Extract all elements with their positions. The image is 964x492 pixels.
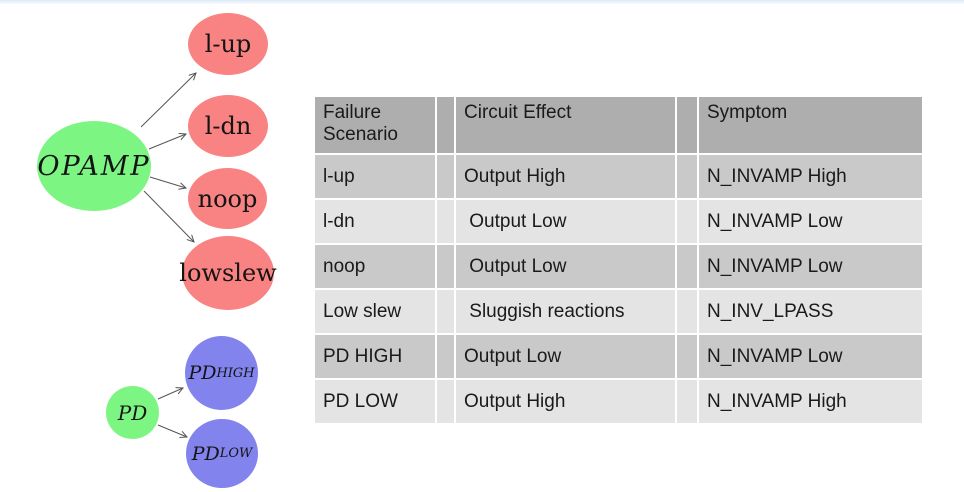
cell-circuit-effect: Output Low: [464, 345, 562, 367]
node-l-up: l-up: [188, 13, 268, 75]
cell-spacer: [677, 155, 697, 198]
pd-high-label-subscript: HIGH: [216, 365, 255, 381]
cell-circuit-effect: Output High: [464, 165, 566, 187]
cell-spacer: [437, 335, 454, 378]
cell-spacer: [437, 155, 454, 198]
node-pd-high: PD HIGH: [185, 336, 258, 410]
cell-spacer: [437, 380, 454, 423]
arrow-opamp-to-l-dn: [148, 134, 186, 150]
table-row: PD HIGH Output Low N_INVAMP Low: [315, 335, 922, 378]
top-strip: [0, 0, 964, 4]
node-pd-low: PD LOW: [186, 419, 258, 488]
cell-circuit-effect: Output Low: [464, 210, 567, 232]
table-row: PD LOW Output High N_INVAMP High: [315, 380, 922, 423]
cell-failure-scenario: noop: [323, 255, 366, 277]
cell-symptom: N_INVAMP High: [707, 165, 847, 187]
pd-low-label-subscript: LOW: [219, 446, 253, 461]
node-opamp: OPAMP: [37, 121, 151, 211]
failure-scenario-table: Failure Scenario Circuit Effect Symptom …: [313, 95, 924, 425]
node-lowslew: lowslew: [179, 236, 277, 310]
cell-circuit-effect: Output High: [464, 390, 566, 412]
table-row: Low slew Sluggish reactions N_INV_LPASS: [315, 290, 922, 333]
arrow-opamp-to-noop: [149, 176, 186, 188]
cell-symptom: N_INVAMP High: [707, 390, 847, 412]
header-spacer-2: [677, 97, 697, 153]
cell-spacer: [437, 245, 454, 288]
table-header-row: Failure Scenario Circuit Effect Symptom: [315, 97, 922, 153]
node-noop: noop: [188, 168, 267, 229]
cell-circuit-effect: Sluggish reactions: [464, 300, 625, 322]
arrow-opamp-to-l-up: [140, 73, 196, 128]
header-circuit-effect: Circuit Effect: [456, 97, 675, 153]
cell-symptom: N_INVAMP Low: [707, 345, 843, 367]
header-symptom: Symptom: [699, 97, 922, 153]
cell-failure-scenario: PD LOW: [323, 390, 398, 412]
pd-high-label-base: PD: [188, 362, 217, 384]
cell-spacer: [677, 380, 697, 423]
arrow-pd-to-pd-low: [157, 424, 187, 437]
header-failure-scenario: Failure Scenario: [315, 97, 435, 153]
cell-symptom: N_INVAMP Low: [707, 210, 843, 232]
tree-arrows: [140, 0, 330, 492]
pd-low-label-base: PD: [191, 442, 220, 465]
cell-spacer: [677, 245, 697, 288]
cell-failure-scenario: Low slew: [323, 300, 402, 322]
table-row: l-up Output High N_INVAMP High: [315, 155, 922, 198]
cell-spacer: [437, 200, 454, 243]
arrow-opamp-to-lowslew: [143, 190, 194, 242]
cell-spacer: [437, 290, 454, 333]
table-row: noop Output Low N_INVAMP Low: [315, 245, 922, 288]
cell-symptom: N_INV_LPASS: [707, 300, 834, 322]
cell-failure-scenario: PD HIGH: [323, 345, 403, 367]
cell-spacer: [677, 200, 697, 243]
cell-spacer: [677, 290, 697, 333]
cell-spacer: [677, 335, 697, 378]
arrow-pd-to-pd-high: [157, 388, 183, 400]
cell-symptom: N_INVAMP Low: [707, 255, 843, 277]
cell-failure-scenario: l-up: [323, 165, 355, 187]
table-row: l-dn Output Low N_INVAMP Low: [315, 200, 922, 243]
cell-failure-scenario: l-dn: [323, 210, 355, 232]
fault-tree-diagram: OPAMP l-up l-dn noop lowslew PD PD HIGH P…: [0, 0, 330, 492]
header-spacer-1: [437, 97, 454, 153]
node-l-dn: l-dn: [188, 95, 268, 157]
node-pd: PD: [106, 386, 159, 439]
cell-circuit-effect: Output Low: [464, 255, 567, 277]
